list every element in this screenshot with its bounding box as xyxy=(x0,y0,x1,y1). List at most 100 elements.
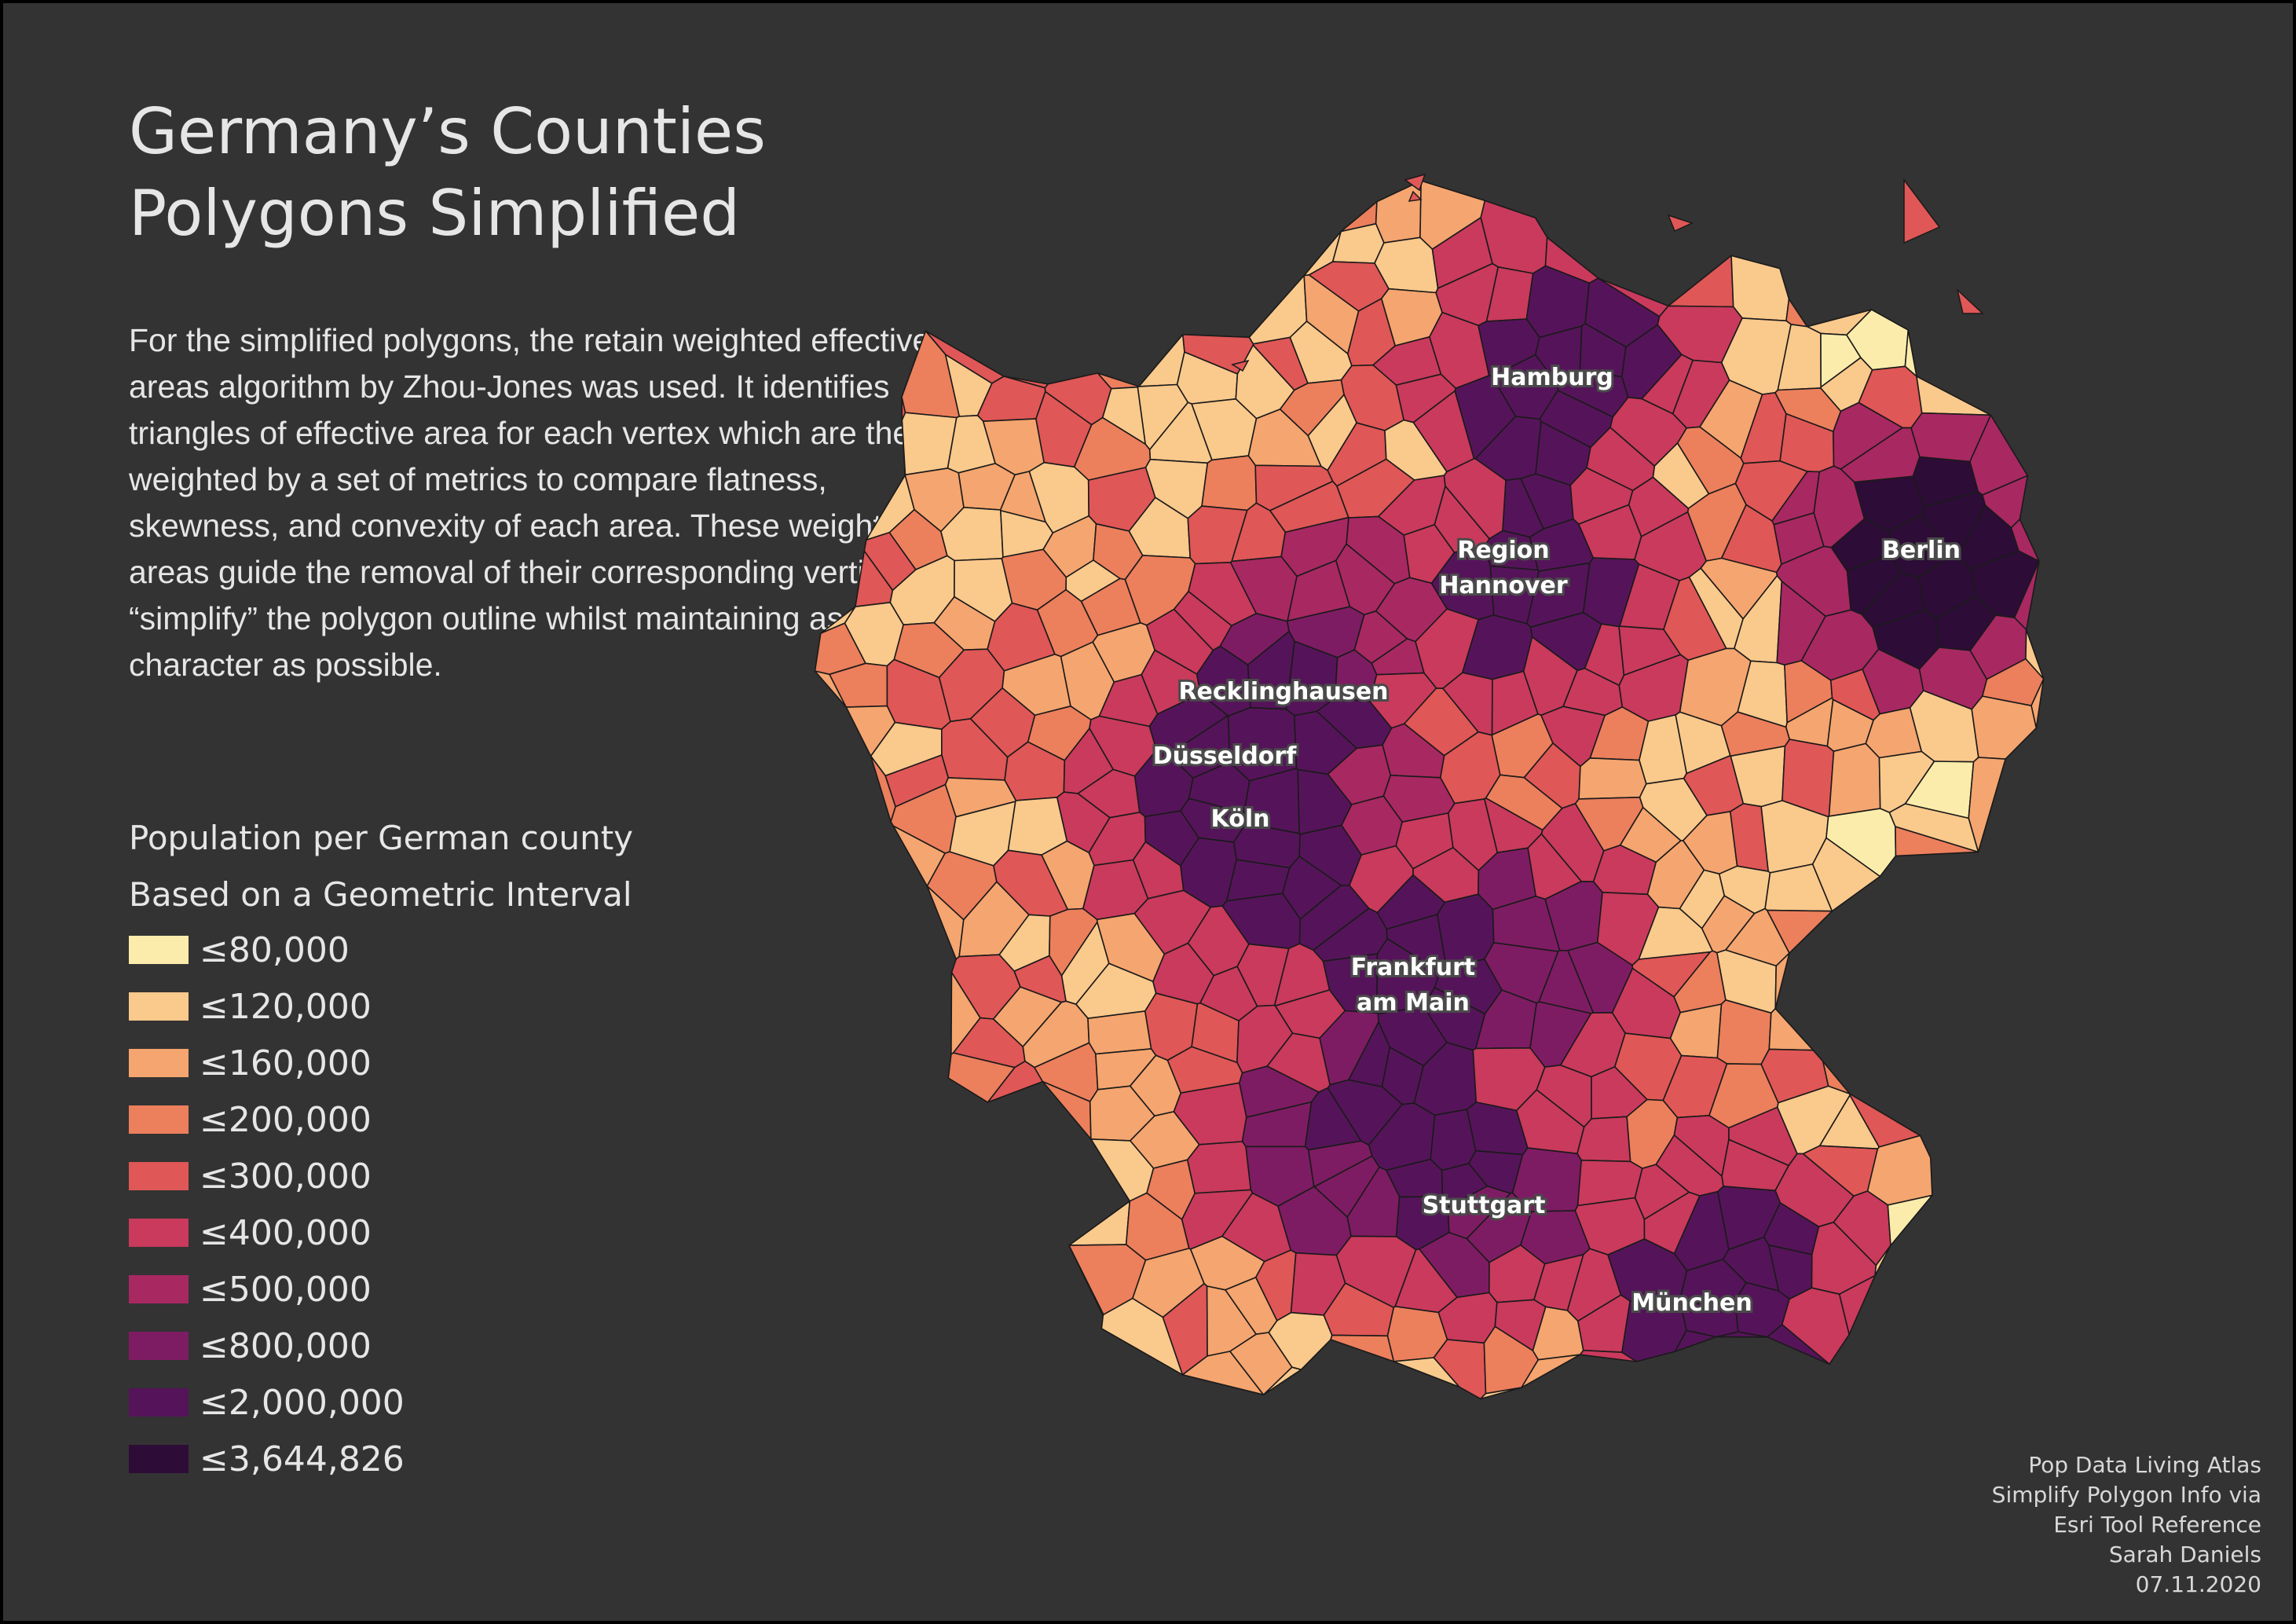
county-polygon xyxy=(1811,837,1881,912)
legend-item: ≤80,000 xyxy=(129,930,350,970)
legend-label: ≤400,000 xyxy=(200,1212,372,1253)
island-polygon xyxy=(1408,190,1423,202)
island-polygon xyxy=(1956,288,1984,314)
city-label: Düsseldorf xyxy=(1153,742,1297,770)
legend-item: ≤500,000 xyxy=(129,1269,372,1310)
county-polygon xyxy=(1828,742,1881,817)
legend-swatch xyxy=(129,1275,189,1303)
legend-item: ≤160,000 xyxy=(129,1043,372,1083)
island-polygon xyxy=(1231,359,1250,372)
county-polygon xyxy=(1768,1007,1814,1051)
map-title-line-1: Germany’s Counties xyxy=(129,95,766,168)
island-polygon xyxy=(1667,214,1694,233)
legend-item: ≤800,000 xyxy=(129,1326,372,1366)
county-polygon xyxy=(1767,1324,1830,1366)
county-polygon xyxy=(1521,1354,1581,1388)
legend-item: ≤400,000 xyxy=(129,1212,372,1253)
description-line: weighted by a set of metrics to compare … xyxy=(129,461,827,497)
county-polygon xyxy=(1652,442,1710,509)
description-line: skewness, and convexity of each area. Th… xyxy=(129,508,918,544)
county-polygon xyxy=(1186,1141,1252,1194)
county-polygon xyxy=(1766,909,1833,954)
legend-item: ≤200,000 xyxy=(129,1099,372,1140)
description-line: character as possible. xyxy=(129,647,442,683)
legend-label: ≤120,000 xyxy=(200,986,372,1027)
germany-county-map: Hamburg Region Hannover Berlin Recklinghause… xyxy=(814,173,2045,1400)
county-polygon xyxy=(1262,1366,1302,1395)
legend-item: ≤120,000 xyxy=(129,986,372,1027)
city-label: Region Hannover xyxy=(1439,537,1568,599)
legend-swatch xyxy=(129,936,189,964)
legend-swatch xyxy=(129,1332,189,1360)
county-polygon xyxy=(1578,757,1647,800)
county-polygon xyxy=(947,1052,1016,1103)
legend-item: ≤2,000,000 xyxy=(129,1382,405,1423)
legend-swatch xyxy=(129,1445,189,1473)
county-polygon xyxy=(1916,376,1992,416)
legend-item: ≤3,644,826 xyxy=(129,1439,405,1479)
credit-line: Sarah Daniels xyxy=(2108,1542,2261,1567)
county-polygon xyxy=(1874,1245,1891,1277)
county-polygon xyxy=(1674,1329,1717,1352)
city-label: Hamburg xyxy=(1491,364,1613,391)
county-polygon xyxy=(987,1060,1044,1103)
credit-line: Simplify Polygon Info via xyxy=(1991,1482,2261,1508)
legend-label: ≤3,644,826 xyxy=(200,1439,405,1479)
city-label: München xyxy=(1631,1289,1752,1317)
legend-item: ≤300,000 xyxy=(129,1156,372,1197)
county-polygon xyxy=(1774,952,1790,1010)
map-credits: Pop Data Living Atlas Simplify Polygon I… xyxy=(1992,1450,2261,1600)
legend-swatch xyxy=(129,1219,189,1247)
legend-label: ≤2,000,000 xyxy=(200,1382,405,1423)
legend-swatch xyxy=(129,992,189,1021)
city-label: Frankfurt am Main xyxy=(1351,954,1475,1017)
county-polygon xyxy=(1375,180,1422,244)
description-line: triangles of effective area for each ver… xyxy=(129,415,928,451)
legend-subtitle: Based on a Geometric Interval xyxy=(129,875,632,914)
county-polygon xyxy=(1887,1194,1933,1246)
county-polygon xyxy=(1971,695,2038,760)
county-polygons xyxy=(814,180,2045,1400)
county-polygon xyxy=(1138,333,1185,387)
city-label: Recklinghausen xyxy=(1178,678,1388,706)
legend-swatch xyxy=(129,1105,189,1134)
county-polygon xyxy=(1404,687,1479,757)
county-polygon xyxy=(1480,1387,1522,1400)
legend-title: Population per German county xyxy=(129,819,634,857)
credit-line: 07.11.2020 xyxy=(2135,1571,2261,1597)
description-line: areas guide the removal of their corresp… xyxy=(129,554,951,590)
county-polygon xyxy=(1668,255,1734,308)
legend-label: ≤300,000 xyxy=(200,1156,372,1197)
credit-line: Pop Data Living Atlas xyxy=(2028,1452,2261,1478)
county-polygon xyxy=(1888,803,1979,853)
city-label: Köln xyxy=(1211,805,1270,833)
description-line: areas algorithm by Zhou-Jones was used. … xyxy=(129,368,890,405)
county-polygon xyxy=(1201,455,1258,511)
description-line: For the simplified polygons, the retain … xyxy=(129,322,931,358)
map-layout: Germany’s Counties Polygons Simplified F… xyxy=(3,3,2293,1621)
county-polygon xyxy=(1730,255,1790,322)
legend-swatch xyxy=(129,1049,189,1077)
county-polygon xyxy=(1087,1010,1152,1055)
legend-label: ≤80,000 xyxy=(200,929,350,970)
county-polygon xyxy=(1838,1274,1876,1336)
legend-label: ≤500,000 xyxy=(200,1269,372,1310)
county-polygon xyxy=(1330,1334,1395,1362)
city-label: Berlin xyxy=(1882,537,1961,564)
legend-label: ≤200,000 xyxy=(200,1099,372,1140)
map-title: Germany’s Counties Polygons Simplified xyxy=(129,91,766,255)
legend-swatch xyxy=(129,1162,189,1190)
map-description: For the simplified polygons, the retain … xyxy=(129,317,1071,688)
legend-swatch xyxy=(129,1388,189,1417)
credit-line: Esri Tool Reference xyxy=(2053,1512,2261,1538)
city-label: Stuttgart xyxy=(1423,1192,1546,1219)
county-polygon xyxy=(1331,222,1385,264)
legend-label: ≤160,000 xyxy=(200,1043,372,1083)
map-title-line-2: Polygons Simplified xyxy=(129,177,741,250)
island-polygon xyxy=(1903,178,1941,244)
island-polygon xyxy=(1404,173,1426,192)
description-line: “simplify” the polygon outline whilst ma… xyxy=(129,600,931,636)
county-polygon xyxy=(1716,1331,1768,1338)
county-polygon xyxy=(1579,1349,1637,1362)
county-polygon xyxy=(1068,1201,1131,1246)
